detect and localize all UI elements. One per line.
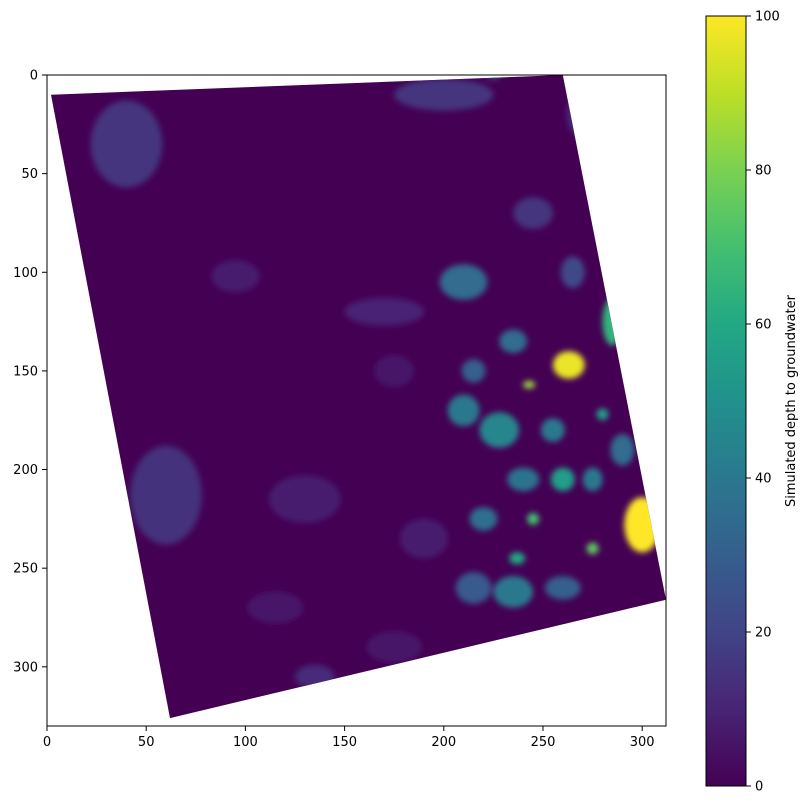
colorbar-gradient <box>705 15 747 787</box>
hotspot-17 <box>461 359 486 383</box>
hotspot-12 <box>90 100 163 188</box>
colorbar-ticks: 0 20 40 60 80 100 <box>746 10 780 795</box>
colorbar-tick-label-0: 0 <box>755 780 763 795</box>
hotspot-3 <box>211 260 260 293</box>
hotspot-13 <box>560 256 585 289</box>
y-tick-label-50: 50 <box>21 167 38 182</box>
hotspot-29 <box>596 408 609 421</box>
hotspot-32 <box>527 513 540 525</box>
hotspot-11 <box>394 78 494 111</box>
axes-frame <box>46 74 667 727</box>
x-tick-label-50: 50 <box>138 735 155 750</box>
hotspot-21 <box>469 507 498 531</box>
hotspot-30 <box>509 552 526 565</box>
hotspot-14 <box>485 75 502 79</box>
y-tick-label-150: 150 <box>13 364 38 379</box>
hotspot-0 <box>374 355 415 387</box>
colorbar-tick-label-20: 20 <box>755 626 772 641</box>
x-tick-label-250: 250 <box>531 735 556 750</box>
hotspot-4 <box>269 475 341 523</box>
hotspot-34 <box>523 380 536 389</box>
hotspot-20 <box>439 264 488 300</box>
colorbar: 0 20 40 60 80 100 Simulated depth to groundwa… <box>705 10 799 795</box>
x-tick-label-100: 100 <box>233 735 258 750</box>
hotspot-24 <box>447 394 480 427</box>
hotspot-22 <box>507 467 540 492</box>
hotspot-16 <box>544 576 581 600</box>
hotspot-25 <box>541 418 565 442</box>
hotspot-1 <box>247 591 303 624</box>
hotspot-26 <box>582 467 603 492</box>
hotspot-8 <box>295 664 335 689</box>
hotspot-5 <box>400 518 448 559</box>
hotspot-9 <box>130 445 202 545</box>
hotspot-15 <box>455 572 492 604</box>
x-axis: 0 50 100 150 200 250 300 <box>43 726 655 750</box>
y-axis: 0 50 100 150 200 250 300 <box>13 69 47 675</box>
hotspot-23 <box>493 576 533 608</box>
colorbar-tick-label-40: 40 <box>755 472 772 487</box>
hotspot-28 <box>550 467 575 492</box>
colorbar-tick-label-60: 60 <box>755 318 772 333</box>
x-tick-label-300: 300 <box>630 735 655 750</box>
hotspot-33 <box>586 542 599 555</box>
hotspot-31 <box>602 297 623 346</box>
hotspot-6 <box>344 297 424 326</box>
hotspot-27 <box>479 412 520 448</box>
hotspot-2 <box>366 631 423 663</box>
hotspot-18 <box>610 434 635 466</box>
hotspot-7 <box>566 90 599 139</box>
colorbar-label: Simulated depth to groundwater <box>784 294 799 507</box>
y-tick-label-0: 0 <box>30 69 38 84</box>
y-tick-label-200: 200 <box>13 463 38 478</box>
y-tick-label-100: 100 <box>13 266 38 281</box>
hotspot-19 <box>499 329 528 354</box>
heatmap-plot <box>46 74 667 727</box>
x-tick-label-200: 200 <box>431 735 456 750</box>
colorbar-tick-label-100: 100 <box>755 10 780 25</box>
y-tick-label-300: 300 <box>13 660 38 675</box>
x-tick-label-150: 150 <box>332 735 357 750</box>
colorbar-tick-label-80: 80 <box>755 164 772 179</box>
hotspot-36 <box>624 497 661 553</box>
hotspot-35 <box>552 351 585 379</box>
y-tick-label-250: 250 <box>13 562 38 577</box>
x-tick-label-0: 0 <box>43 735 51 750</box>
hotspot-10 <box>513 197 553 229</box>
